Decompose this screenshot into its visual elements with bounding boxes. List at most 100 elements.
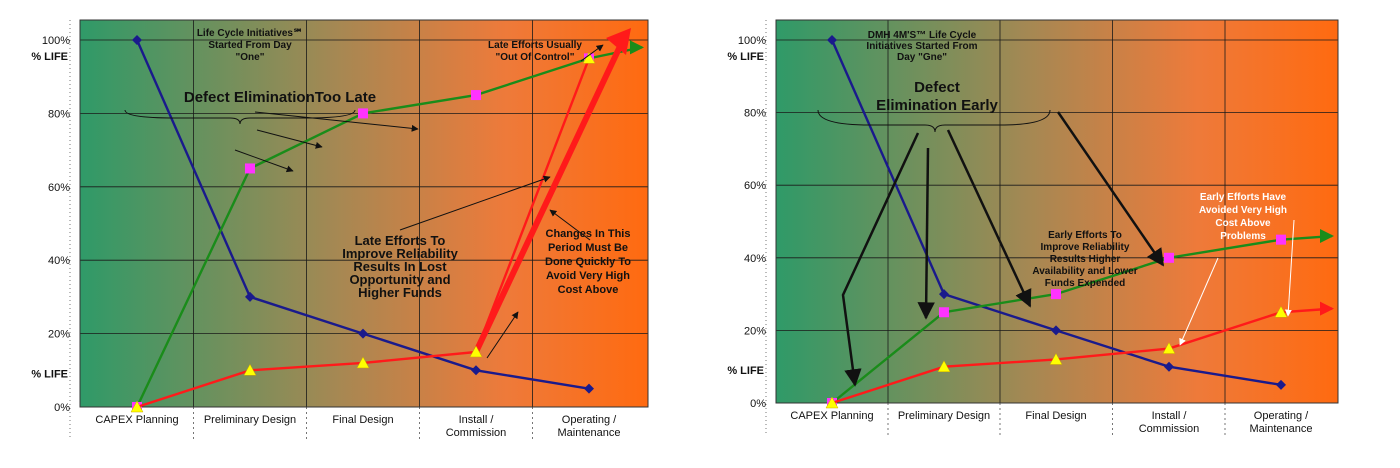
y-tick-label-5: 100% bbox=[42, 35, 70, 47]
plot-background bbox=[776, 20, 1338, 403]
annotation-arrow-1 bbox=[256, 129, 323, 149]
annotation-changes-line-4: Cost Above bbox=[558, 284, 619, 296]
series-1-point-2 bbox=[1051, 289, 1061, 300]
annotation-late-efforts-line-1: Improve Reliability bbox=[342, 246, 458, 261]
y-tick-label-1: 20% bbox=[744, 325, 766, 337]
annotation-initiatives-line-1: Started From Day bbox=[208, 40, 292, 51]
y-axis-label-bottom: % LIFE bbox=[727, 365, 764, 377]
chart-1: 0% 20% 40% 60% 80% 100% % LIFE % LIFE CAPEX Plan… bbox=[31, 19, 649, 442]
series-1-point-1 bbox=[245, 163, 255, 174]
annotation-late-efforts-line-0: Late Efforts To bbox=[355, 233, 446, 248]
annotation-early-efforts-line-3: Availability and Lower bbox=[1032, 266, 1137, 277]
annotation-changes-line-2: Done Quickly To bbox=[545, 256, 631, 268]
plot-border bbox=[79, 19, 649, 408]
category-label-2-0: Final Design bbox=[1025, 410, 1086, 422]
series-arrowhead-1 bbox=[1320, 229, 1334, 244]
y-axis-label-top: % LIFE bbox=[31, 51, 68, 63]
annotation-defect-line-0: Defect bbox=[914, 79, 960, 96]
category-label-3-0: Install / bbox=[459, 414, 495, 426]
series-arrowhead-2 bbox=[1320, 301, 1334, 316]
series-1-point-4 bbox=[1276, 234, 1286, 245]
chart-2: 0% 20% 40% 60% 80% 100% % LIFE % LIFE CAPEX Plan… bbox=[727, 19, 1339, 438]
y-tick-label-2: 40% bbox=[744, 253, 766, 265]
annotation-early-avoided-line-1: Avoided Very High bbox=[1199, 205, 1287, 216]
series-0-point-4 bbox=[1276, 379, 1286, 390]
series-2-point-1 bbox=[243, 363, 257, 376]
series-line-1 bbox=[135, 46, 643, 408]
category-label-1-0: Preliminary Design bbox=[204, 414, 296, 426]
annotation-arrow-2 bbox=[234, 149, 294, 173]
series-arrowhead-2 bbox=[606, 28, 631, 55]
annotation-changes-line-1: Period Must Be bbox=[548, 242, 628, 254]
category-label-4-0: Operating / bbox=[1254, 410, 1309, 422]
series-arrowhead-1 bbox=[630, 40, 644, 55]
series-2-point-0 bbox=[130, 400, 144, 413]
annotation-early-efforts-line-1: Improve Reliability bbox=[1041, 242, 1130, 253]
y-tick-label-4: 80% bbox=[744, 108, 766, 120]
series-0-point-2 bbox=[358, 328, 368, 339]
series-0-point-1 bbox=[939, 289, 949, 300]
series-2-point-1 bbox=[937, 360, 951, 372]
series-0-point-3 bbox=[1164, 361, 1174, 372]
series-0-point-1 bbox=[245, 291, 255, 302]
category-label-2-0: Final Design bbox=[332, 414, 393, 426]
annotation-arrow-1 bbox=[917, 147, 935, 320]
annotation-arrow-3 bbox=[1056, 111, 1165, 267]
series-0-point-0 bbox=[827, 35, 837, 45]
series-0-point-2 bbox=[1051, 325, 1061, 336]
annotation-initiatives-line-0: Life Cycle Initiatives℠ bbox=[197, 28, 303, 39]
series-0-point-0 bbox=[132, 35, 142, 45]
series-0-point-4 bbox=[584, 383, 594, 394]
y-tick-label-0: 0% bbox=[750, 398, 766, 410]
annotation-late-efforts-line-4: Higher Funds bbox=[358, 285, 442, 300]
category-label-0-0: CAPEX Planning bbox=[790, 410, 873, 422]
category-label-3-1: Commission bbox=[1139, 423, 1200, 435]
annotation-initiatives-line-2: "One" bbox=[236, 52, 265, 63]
annotation-early-avoided-line-2: Cost Above bbox=[1215, 218, 1271, 229]
y-tick-label-3: 60% bbox=[744, 180, 766, 192]
series-2-point-2 bbox=[1049, 352, 1063, 365]
y-tick-label-1: 20% bbox=[48, 329, 70, 341]
category-label-0-0: CAPEX Planning bbox=[95, 414, 178, 426]
category-label-4-1: Maintenance bbox=[558, 427, 621, 439]
annotation-arrow-4 bbox=[399, 175, 551, 231]
annotation-brace bbox=[817, 109, 1051, 133]
y-tick-label-2: 40% bbox=[48, 255, 70, 267]
annotation-late-efforts-line-2: Results In Lost bbox=[353, 259, 447, 274]
y-tick-label-5: 100% bbox=[738, 35, 766, 47]
y-tick-label-4: 80% bbox=[48, 108, 70, 120]
annotation-arrow-4 bbox=[1179, 257, 1219, 346]
annotation-arrow-3 bbox=[580, 44, 604, 62]
series-1-point-3 bbox=[1164, 252, 1174, 263]
annotation-initiatives-line-0: DMH 4M'S™ Life Cycle bbox=[868, 30, 977, 41]
annotation-arrow-2 bbox=[946, 129, 1032, 308]
y-tick-label-0: 0% bbox=[54, 402, 70, 414]
series-2-point-3 bbox=[469, 345, 483, 358]
annotation-late-efforts-line-3: Opportunity and bbox=[349, 272, 450, 287]
annotation-late-control-line-1: "Out Of Control" bbox=[496, 52, 575, 63]
annotation-changes-line-0: Changes In This bbox=[546, 228, 631, 240]
annotation-early-avoided-line-3: Problems bbox=[1220, 231, 1266, 242]
annotation-arrow-6 bbox=[549, 209, 591, 241]
category-label-4-1: Maintenance bbox=[1250, 423, 1313, 435]
series-2-point-3 bbox=[1162, 342, 1176, 354]
annotation-late-control-line-0: Late Efforts Usually bbox=[488, 40, 582, 51]
annotation-defect-line-1: Elimination Early bbox=[876, 97, 998, 114]
series-1-point-1 bbox=[939, 307, 949, 318]
series-arrow-shaft-2 bbox=[473, 38, 626, 354]
annotation-brace bbox=[124, 109, 356, 125]
series-1-point-2 bbox=[358, 108, 368, 119]
category-label-4-0: Operating / bbox=[562, 414, 617, 426]
annotation-early-efforts-line-2: Results Higher bbox=[1050, 254, 1121, 265]
y-axis-label-top: % LIFE bbox=[727, 51, 764, 63]
series-2-point-2 bbox=[356, 356, 370, 369]
annotation-early-efforts-line-4: Funds Expended bbox=[1045, 278, 1126, 289]
series-0-point-3 bbox=[471, 365, 481, 376]
plot-border bbox=[775, 19, 1339, 404]
category-label-3-0: Install / bbox=[1152, 410, 1188, 422]
annotation-arrow-0 bbox=[254, 111, 419, 132]
annotation-arrow-5 bbox=[486, 311, 519, 359]
y-tick-label-3: 60% bbox=[48, 182, 70, 194]
annotation-early-efforts-line-0: Early Efforts To bbox=[1048, 230, 1122, 241]
